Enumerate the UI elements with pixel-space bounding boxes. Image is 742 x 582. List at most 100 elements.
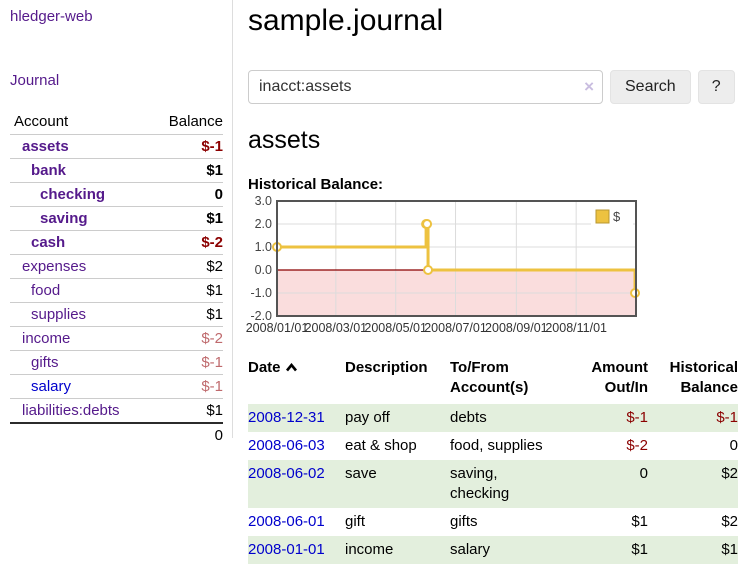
y-tick-label: 3.0 (255, 194, 272, 208)
register-row: 2008-06-03 eat & shop food, supplies $-2 0 (248, 432, 738, 460)
sidebar-divider (232, 0, 233, 438)
y-tick-label: -2.0 (250, 309, 272, 323)
account-link-cash[interactable]: cash (31, 234, 66, 251)
help-button[interactable]: ? (697, 70, 735, 104)
register-header-date[interactable]: Date (248, 358, 345, 404)
account-balance: $1 (152, 158, 223, 183)
app-title-link[interactable]: hledger-web (10, 8, 93, 25)
account-balance: $1 (152, 206, 223, 231)
accounts-header-balance: Balance (168, 113, 223, 130)
account-balance: $-2 (152, 230, 223, 255)
y-tick-label: -1.0 (250, 286, 272, 300)
account-link-gifts[interactable]: gifts (31, 354, 59, 371)
register-header-amount: Amount Out/In (591, 359, 648, 396)
transaction-date-link[interactable]: 2008-06-03 (248, 437, 325, 454)
account-link-salary[interactable]: salary (31, 378, 72, 395)
transaction-accounts: food, supplies (450, 437, 543, 454)
account-balance: $1 (152, 302, 223, 327)
account-row: assets $-1 (10, 134, 223, 159)
y-tick-label: 2.0 (255, 217, 272, 231)
account-row: liabilities:debts $1 (10, 398, 223, 423)
transaction-balance: 0 (729, 437, 738, 454)
account-heading: assets (248, 126, 321, 154)
transaction-date-link[interactable]: 2008-06-01 (248, 513, 325, 530)
account-link-supplies[interactable]: supplies (31, 306, 87, 323)
account-link-income[interactable]: income (22, 330, 71, 347)
transaction-date-link[interactable]: 2008-01-01 (248, 541, 325, 558)
transaction-accounts: gifts (450, 513, 478, 530)
y-tick-label: 1.0 (255, 240, 272, 254)
clear-search-icon[interactable]: × (584, 77, 594, 96)
account-link-assets[interactable]: assets (22, 138, 69, 155)
accounts-rows: assets $-1 bank $1 checking 0 saving $1 cash $-2 e… (10, 134, 223, 447)
transaction-description: gift (345, 513, 366, 530)
transaction-date-link[interactable]: 2008-12-31 (248, 409, 325, 426)
transaction-amount: $1 (631, 513, 648, 530)
chart-label: Historical Balance: (248, 176, 384, 193)
search-form: × Search ? (248, 70, 738, 104)
transaction-balance: $-1 (716, 409, 738, 426)
register-header-balance: Historical Balance (669, 359, 738, 396)
account-balance: $-1 (152, 374, 223, 399)
data-point-marker (423, 265, 434, 275)
accounts-total-row: 0 (10, 422, 223, 447)
transaction-amount: $1 (631, 541, 648, 558)
x-tick-label: 2008/05/01 (364, 321, 427, 335)
balance-chart: $3.0 2.0 1.0 0.0 -1.0 -2.02008/01/012008/03/0… (246, 194, 641, 335)
x-tick-label: 2008/03/01 (305, 321, 368, 335)
transaction-date-link[interactable]: 2008-06-02 (248, 465, 325, 482)
accounts-header-account: Account (14, 113, 69, 130)
account-row: gifts $-1 (10, 350, 223, 375)
account-row: food $1 (10, 278, 223, 303)
register-row: 2008-01-01 income salary $1 $1 (248, 536, 738, 564)
accounts-total-value: 0 (152, 422, 223, 447)
accounts-header-row: Account Balance (10, 110, 223, 135)
account-link-saving[interactable]: saving (40, 210, 88, 227)
account-row: salary $-1 (10, 374, 223, 399)
transaction-description: eat & shop (345, 437, 417, 454)
transaction-description: income (345, 541, 394, 558)
page-title: sample.journal (248, 4, 444, 37)
transaction-amount: $-2 (626, 437, 648, 454)
x-tick-label: 2008/11/01 (545, 321, 607, 335)
register-row: 2008-06-02 save saving, checking 0 $2 (248, 460, 738, 508)
accounts-table: Account Balance assets $-1 bank $1 checking 0… (10, 110, 223, 447)
account-balance: 0 (152, 182, 223, 207)
y-tick-label: 0.0 (255, 263, 272, 277)
account-balance: $1 (152, 398, 223, 423)
account-row: checking 0 (10, 182, 223, 207)
transaction-balance: $1 (721, 541, 738, 558)
transaction-description: save (345, 465, 377, 482)
register-table: Date Description To/From Account(s) Amou… (248, 358, 738, 564)
x-tick-label: 2008/09/01 (485, 321, 548, 335)
account-row: expenses $2 (10, 254, 223, 279)
search-input[interactable] (248, 70, 603, 104)
register-header-row: Date Description To/From Account(s) Amou… (248, 358, 738, 404)
transaction-amount: 0 (639, 465, 648, 482)
account-row: cash $-2 (10, 230, 223, 255)
account-link-bank[interactable]: bank (31, 162, 67, 179)
legend-swatch (595, 209, 610, 224)
account-link-expenses[interactable]: expenses (22, 258, 87, 275)
account-balance: $1 (152, 278, 223, 303)
account-link-checking[interactable]: checking (40, 186, 106, 203)
transaction-description: pay off (345, 409, 390, 426)
account-balance: $-1 (152, 134, 223, 159)
search-button[interactable]: Search (610, 70, 691, 104)
transaction-amount: $-1 (626, 409, 648, 426)
main-content: sample.journal × Search ? assets Histori… (246, 0, 738, 564)
transaction-accounts: salary (450, 541, 491, 558)
account-link-liabilities-debts[interactable]: liabilities:debts (22, 402, 120, 419)
account-balance: $2 (152, 254, 223, 279)
register-header-accounts: To/From Account(s) (450, 359, 529, 396)
account-row: bank $1 (10, 158, 223, 183)
legend-label: $ (613, 209, 621, 224)
sidebar: hledger-web Journal Account Balance asse… (0, 0, 233, 447)
account-balance: $-1 (152, 350, 223, 375)
x-tick-label: 2008/07/01 (424, 321, 487, 335)
plot-border (276, 200, 637, 317)
account-link-food[interactable]: food (31, 282, 61, 299)
account-balance: $-2 (152, 326, 223, 351)
register-header-description: Description (345, 359, 428, 376)
sidebar-item-journal[interactable]: Journal (10, 72, 60, 89)
